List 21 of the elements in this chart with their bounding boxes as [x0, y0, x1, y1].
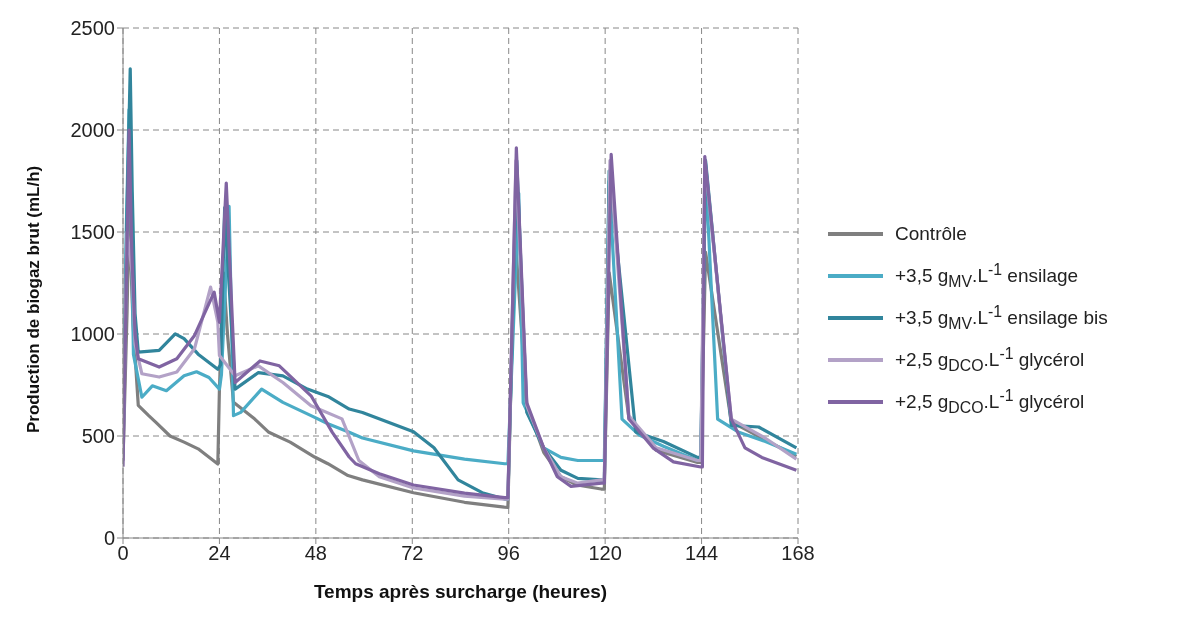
y-tick-label: 2500: [70, 17, 115, 40]
y-axis-title: Production de biogaz brut (mL/h): [24, 165, 44, 433]
x-axis-title: Temps après surcharge (heures): [313, 581, 608, 602]
legend-label: +3,5 g$_{MV}$.L$^{-1}$ ensilage: [895, 260, 1079, 292]
x-tick-label: 0: [117, 542, 129, 565]
x-tick-label: 96: [497, 542, 520, 565]
y-tick-label: 500: [81, 425, 115, 448]
y-tick-label: 0: [103, 527, 115, 550]
legend-label: +2,5 g$_{DCO}$.L$^{-1}$ glycérol: [895, 386, 1085, 418]
x-tick-label: 120: [588, 542, 622, 565]
x-tick-label: 48: [304, 542, 327, 565]
x-tick-label: 168: [781, 542, 815, 565]
legend-label: Contrôle: [895, 223, 967, 245]
x-tick-label: 72: [401, 542, 424, 565]
y-tick-label: 1500: [70, 221, 115, 244]
y-tick-label: 2000: [70, 119, 115, 142]
y-tick-label: 1000: [70, 323, 115, 346]
x-tick-label: 24: [208, 542, 231, 565]
x-tick-label: 144: [684, 542, 719, 565]
legend-label: +3,5 g$_{MV}$.L$^{-1}$ ensilage bis: [895, 302, 1108, 334]
legend-label: +2,5 g$_{DCO}$.L$^{-1}$ glycérol: [895, 344, 1085, 376]
